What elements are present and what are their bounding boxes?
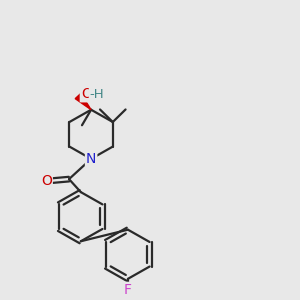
Polygon shape: [75, 94, 91, 110]
Text: -H: -H: [90, 88, 104, 101]
Text: O: O: [81, 87, 92, 101]
Text: O: O: [41, 174, 52, 188]
Text: N: N: [86, 152, 96, 166]
Text: F: F: [124, 283, 132, 297]
